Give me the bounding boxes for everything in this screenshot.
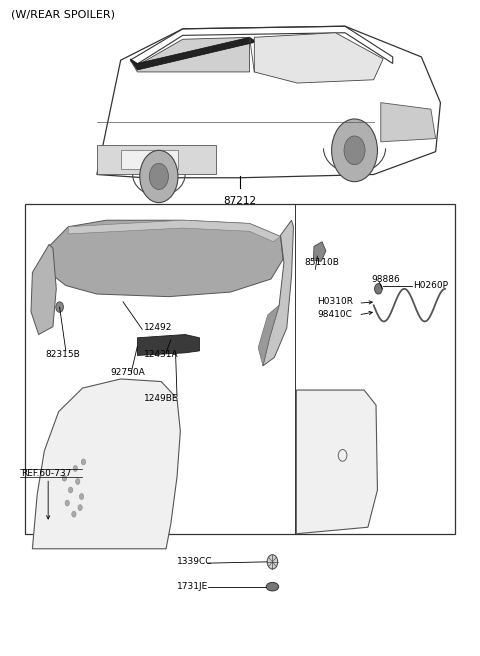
Text: H0260P: H0260P xyxy=(413,281,448,290)
Circle shape xyxy=(140,150,178,203)
Circle shape xyxy=(69,487,73,493)
Circle shape xyxy=(344,136,365,165)
Polygon shape xyxy=(130,37,250,72)
Circle shape xyxy=(72,511,76,517)
Circle shape xyxy=(65,500,70,506)
Text: 98410C: 98410C xyxy=(317,310,352,319)
Bar xyxy=(25,204,455,534)
Text: 92750A: 92750A xyxy=(110,368,145,377)
Circle shape xyxy=(81,459,85,465)
Text: 85110B: 85110B xyxy=(304,258,339,266)
Text: 87212: 87212 xyxy=(223,196,257,206)
Text: 12431A: 12431A xyxy=(144,350,178,359)
Text: 1339CC: 1339CC xyxy=(177,558,213,566)
Text: 98886: 98886 xyxy=(371,275,400,284)
Circle shape xyxy=(332,119,377,182)
Polygon shape xyxy=(97,145,216,174)
Circle shape xyxy=(78,504,82,510)
Polygon shape xyxy=(258,305,279,366)
Polygon shape xyxy=(137,335,199,356)
Polygon shape xyxy=(33,379,180,549)
Text: 1249BE: 1249BE xyxy=(144,394,178,403)
Bar xyxy=(120,150,178,169)
Text: H0310R: H0310R xyxy=(317,297,353,306)
Circle shape xyxy=(267,555,278,569)
Text: 82315B: 82315B xyxy=(45,350,80,359)
Polygon shape xyxy=(296,390,377,534)
Polygon shape xyxy=(381,102,436,142)
Circle shape xyxy=(75,479,80,484)
Circle shape xyxy=(56,302,63,312)
Circle shape xyxy=(79,493,84,499)
Text: 1731JE: 1731JE xyxy=(177,582,208,591)
Circle shape xyxy=(149,163,168,190)
Text: REF.60-737: REF.60-737 xyxy=(22,468,72,478)
Polygon shape xyxy=(130,37,257,70)
Polygon shape xyxy=(49,220,283,297)
Circle shape xyxy=(62,476,67,482)
Polygon shape xyxy=(31,245,56,335)
Ellipse shape xyxy=(266,583,279,591)
Text: (W/REAR SPOILER): (W/REAR SPOILER) xyxy=(11,9,115,19)
Polygon shape xyxy=(263,220,293,366)
Polygon shape xyxy=(68,220,281,242)
Circle shape xyxy=(73,466,77,472)
Polygon shape xyxy=(254,33,383,83)
Polygon shape xyxy=(313,242,326,261)
Circle shape xyxy=(374,283,382,294)
Text: 12492: 12492 xyxy=(144,323,172,333)
